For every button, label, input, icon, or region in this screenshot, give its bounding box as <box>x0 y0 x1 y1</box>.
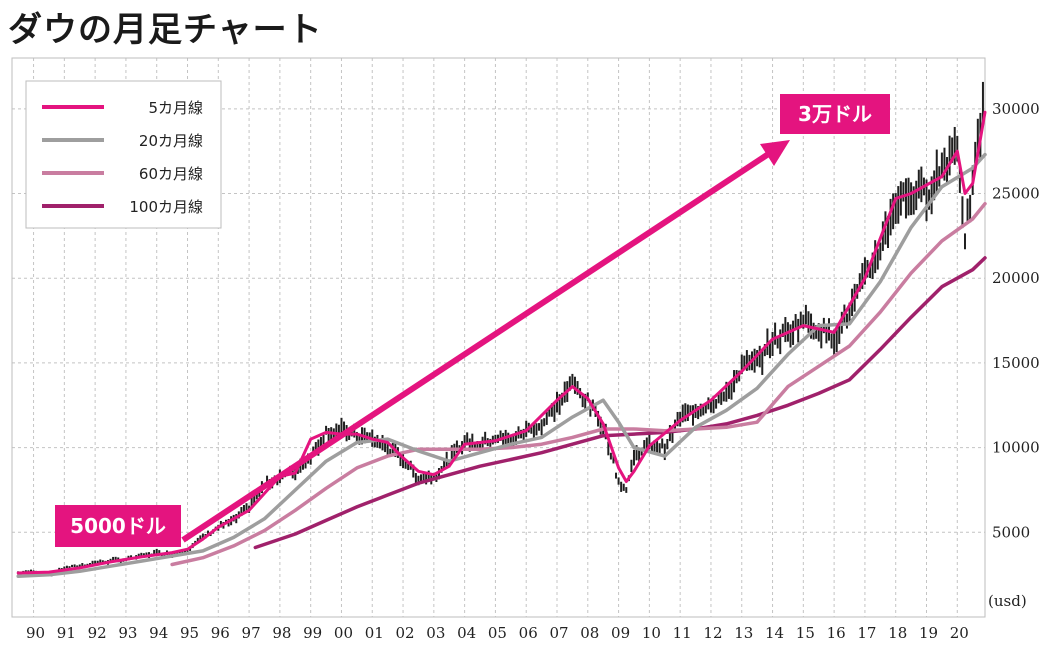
trend-arrow-head <box>760 140 790 166</box>
x-tick-label: 07 <box>549 624 568 642</box>
callout-30000-label: 3万ドル <box>798 102 872 126</box>
x-tick-label: 18 <box>888 624 907 642</box>
y-axis-unit-label: (usd) <box>988 592 1027 610</box>
x-axis-ticks: 90 91 92 93 94 95 96 97 98 99 00 01 02 03 04 05 06 07 08 09… <box>26 624 969 642</box>
x-tick-label: 01 <box>365 624 384 642</box>
x-tick-label: 10 <box>642 624 661 642</box>
x-tick-label: 20 <box>950 624 969 642</box>
x-tick-label: 94 <box>149 624 168 642</box>
x-tick-label: 90 <box>26 624 45 642</box>
x-tick-label: 09 <box>611 624 630 642</box>
callout-5000: 5000ドル <box>55 505 181 547</box>
x-tick-label: 04 <box>457 624 476 642</box>
x-tick-label: 12 <box>703 624 722 642</box>
x-tick-label: 92 <box>88 624 107 642</box>
legend-label: 100カ月線 <box>129 198 203 216</box>
x-tick-label: 00 <box>334 624 353 642</box>
legend: 5カ月線 20カ月線 60カ月線 100カ月線 <box>25 80 222 229</box>
ma-line-100 <box>253 256 987 550</box>
y-tick-label: 30000 <box>992 100 1040 118</box>
callout-5000-box <box>55 505 181 547</box>
callout-30000: 3万ドル <box>780 94 890 134</box>
x-tick-label: 05 <box>488 624 507 642</box>
callout-30000-box <box>780 94 890 134</box>
y-tick-label: 15000 <box>992 354 1040 372</box>
plot-frame <box>11 57 986 618</box>
x-tick-label: 95 <box>180 624 199 642</box>
y-tick-label: 10000 <box>992 439 1040 457</box>
y-tick-label: 25000 <box>992 185 1040 203</box>
legend-label: 5カ月線 <box>148 99 203 117</box>
y-axis-ticks: 5000 10000 15000 20000 25000 30000 <box>992 100 1040 541</box>
x-tick-label: 17 <box>857 624 876 642</box>
ma-line-60 <box>170 201 987 567</box>
x-tick-label: 02 <box>396 624 415 642</box>
legend-label: 60カ月線 <box>139 165 203 183</box>
callout-5000-label: 5000ドル <box>70 514 166 538</box>
x-tick-label: 97 <box>242 624 261 642</box>
x-tick-label: 14 <box>765 624 784 642</box>
y-tick-label: 5000 <box>992 523 1030 541</box>
x-tick-label: 93 <box>118 624 137 642</box>
chart-title: ダウの月足チャート <box>8 10 323 50</box>
plot-border <box>11 57 986 618</box>
moving-averages <box>16 110 987 579</box>
x-tick-label: 16 <box>827 624 846 642</box>
y-tick-label: 20000 <box>992 269 1040 287</box>
x-tick-label: 11 <box>673 624 692 642</box>
legend-label: 20カ月線 <box>139 132 203 150</box>
x-tick-label: 13 <box>734 624 753 642</box>
ma-line-20 <box>16 152 987 579</box>
ma-line-5 <box>16 110 987 575</box>
x-tick-label: 19 <box>919 624 938 642</box>
x-tick-label: 08 <box>580 624 599 642</box>
x-tick-label: 91 <box>57 624 76 642</box>
x-tick-label: 98 <box>272 624 291 642</box>
x-tick-label: 06 <box>519 624 538 642</box>
trend-arrow <box>181 140 790 543</box>
x-tick-label: 99 <box>303 624 322 642</box>
x-tick-label: 15 <box>796 624 815 642</box>
x-tick-label: 03 <box>426 624 445 642</box>
trend-arrow-shaft <box>181 146 778 543</box>
x-tick-label: 96 <box>211 624 230 642</box>
